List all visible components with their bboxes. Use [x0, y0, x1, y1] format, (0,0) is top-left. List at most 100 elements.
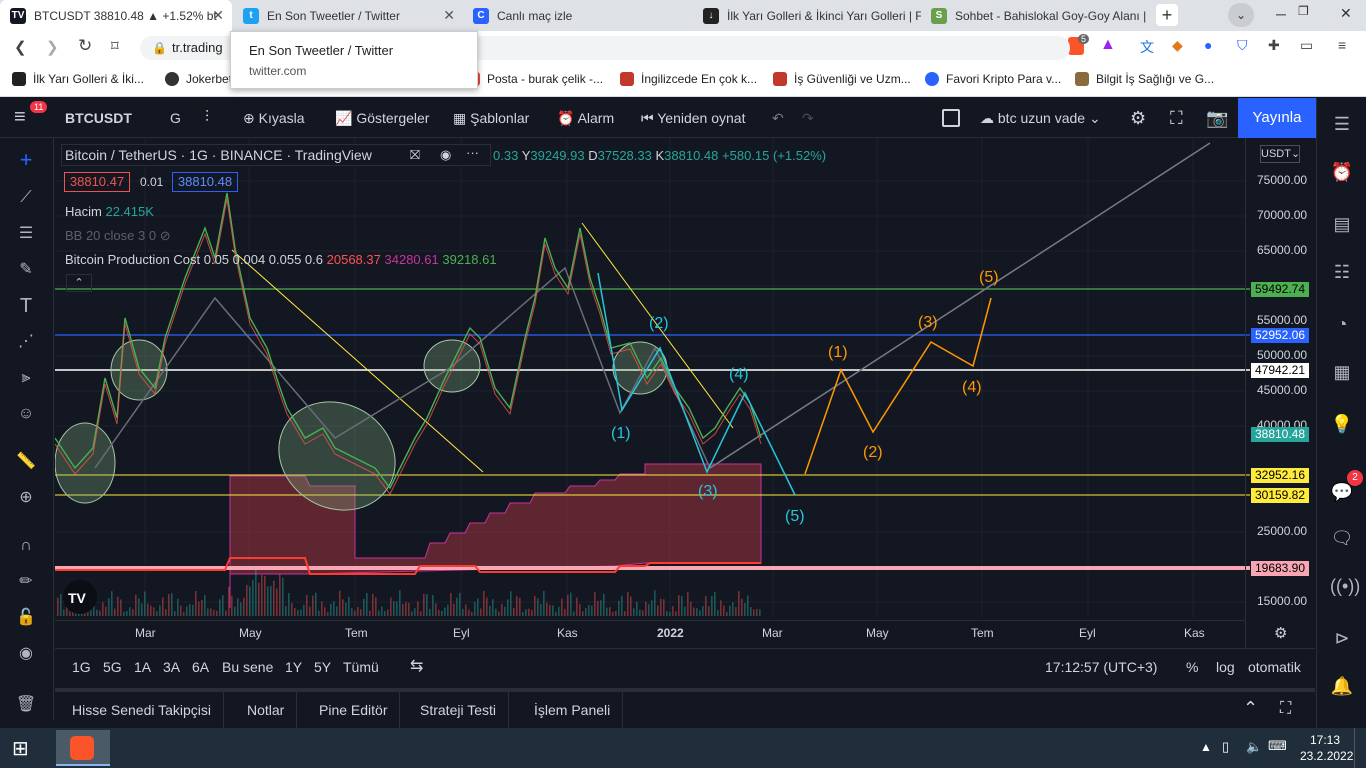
range-1y[interactable]: 1Y — [285, 659, 303, 675]
reload-icon[interactable]: ↻ — [78, 36, 93, 55]
close-icon[interactable]: ✕ — [212, 7, 224, 23]
collapse-legend-button[interactable]: ⌃ — [66, 274, 92, 292]
tab-pine-editor[interactable]: Pine Editör — [307, 692, 401, 728]
axis-settings-gear-icon[interactable]: ⚙ — [1274, 625, 1288, 642]
translate-icon[interactable]: 文 — [1140, 39, 1154, 55]
tab-canli-mac[interactable]: C Canlı maç izle — [463, 0, 693, 31]
bookmark-item[interactable]: Favori Kripto Para v... — [925, 72, 1061, 86]
tab-ilk-yari[interactable]: ↓ İlk Yarı Golleri & İkinci Yarı Golleri… — [693, 0, 921, 31]
wallet-icon[interactable]: ▭ — [1300, 37, 1314, 53]
broadcast-icon[interactable]: ⊳ — [1334, 628, 1350, 648]
zoom-icon[interactable]: ⊕ — [19, 489, 33, 506]
replay-button[interactable]: ⏮ Yeniden oynat — [641, 98, 745, 138]
private-chat-icon[interactable]: 🗨 — [1330, 528, 1354, 548]
show-desktop-button[interactable] — [1354, 728, 1366, 768]
alerts-clock-icon[interactable]: ⏰ — [1330, 162, 1354, 182]
tab-tradingview[interactable]: TV BTCUSDT 38810.48 ▲ +1.52% bt ✕ — [0, 0, 232, 31]
camera-icon[interactable]: 📷 — [1206, 108, 1229, 128]
tab-search-button[interactable]: ⌄ — [1228, 3, 1254, 27]
log-scale-toggle[interactable]: log — [1216, 659, 1235, 675]
bookmark-item[interactable]: Posta - burak çelik -... — [466, 72, 603, 86]
orange-projection-path[interactable] — [804, 297, 992, 475]
brush-icon[interactable]: ✎ — [19, 261, 33, 278]
currency-select[interactable]: USDT⌄ — [1260, 145, 1300, 163]
undo-icon[interactable]: ↶ — [772, 110, 784, 126]
maximize-panel-icon[interactable]: ⛶ — [1280, 700, 1292, 717]
bb-legend[interactable]: BB 20 close 3 0 ⊘ — [65, 228, 171, 244]
price-axis[interactable]: USDT⌄ 75000.00 70000.00 65000.00 55000.0… — [1245, 138, 1315, 648]
trash-icon[interactable]: 🗑 — [15, 696, 37, 713]
menu-icon[interactable]: ≡ — [14, 106, 26, 128]
object-tree-icon[interactable]: ☷ — [1333, 262, 1351, 282]
trend-line[interactable] — [231, 249, 484, 473]
settings-icon[interactable]: ⛝ — [410, 147, 420, 162]
layout-name-button[interactable]: ☁ btc uzun vade ⌄ — [980, 98, 1101, 138]
fib-icon[interactable]: ☰ — [18, 225, 34, 242]
bookmark-icon[interactable]: ⌑ — [111, 38, 119, 55]
close-window-button[interactable]: ✕ — [1340, 5, 1352, 21]
range-6m[interactable]: 6A — [192, 659, 210, 675]
extensions-puzzle-icon[interactable]: ✚ — [1268, 37, 1280, 53]
alarm-button[interactable]: ⏰ Alarm — [557, 98, 614, 138]
maximize-button[interactable]: ❐ — [1298, 4, 1309, 18]
tray-chevron-up-icon[interactable]: ▲ — [1200, 740, 1212, 754]
metamask-icon[interactable]: ◆ — [1172, 37, 1183, 53]
tab-trading-panel[interactable]: İşlem Paneli — [522, 692, 624, 728]
emoji-icon[interactable]: ☺ — [17, 405, 35, 422]
indicators-button[interactable]: 📈 Göstergeler — [335, 98, 429, 138]
calendar-icon[interactable]: ▦ — [1333, 362, 1351, 382]
more-icon[interactable]: ··· — [466, 145, 479, 160]
time-axis[interactable]: Mar May Tem Eyl Kas 2022 Mar May Tem Eyl… — [55, 620, 1287, 646]
minimize-button[interactable]: ─ — [1276, 6, 1286, 22]
streams-icon[interactable]: ((•)) — [1330, 576, 1361, 596]
tab-sohbet[interactable]: S Sohbet - Bahislokal Goy-Goy Alanı | — [921, 0, 1149, 31]
clock-timezone[interactable]: 17:12:57 (UTC+3) — [1045, 659, 1158, 675]
crosshair-icon[interactable]: + — [19, 147, 33, 172]
tab-strategy-tester[interactable]: Strateji Testi — [408, 692, 509, 728]
tray-device-icon[interactable]: ▯ — [1222, 739, 1230, 754]
chevron-up-icon[interactable]: ⌃ — [1243, 698, 1259, 718]
redo-icon[interactable]: ↷ — [802, 110, 814, 126]
fullscreen-icon[interactable]: ⛶ — [1170, 108, 1183, 128]
layout-icon[interactable] — [942, 109, 960, 127]
prediction-icon[interactable]: ⫸ — [21, 369, 31, 386]
range-1m[interactable]: 1A — [134, 659, 152, 675]
bookmark-item[interactable]: Jokerbet — [165, 72, 232, 86]
language-icon[interactable]: ⌨ — [1268, 738, 1287, 753]
bookmark-item[interactable]: İş Güvenliği ve Uzm... — [773, 72, 911, 86]
range-1d[interactable]: 1G — [72, 659, 91, 675]
magnet-icon[interactable]: ∩ — [20, 537, 32, 554]
candle-style-icon[interactable]: ⫶ — [205, 109, 210, 126]
sell-price-button[interactable]: 38810.47 — [64, 172, 130, 192]
zigzag-drawing[interactable] — [94, 266, 711, 469]
watchlist-icon[interactable]: ☰ — [1333, 114, 1351, 134]
forward-icon[interactable]: ❯ — [46, 39, 59, 56]
lock-icon[interactable]: 🔓 — [16, 609, 36, 626]
ruler-icon[interactable]: 📏 — [16, 453, 36, 470]
compare-button[interactable]: ⊕ Kıyasla — [243, 98, 305, 138]
volume-icon[interactable]: 🔈 — [1246, 739, 1263, 754]
symbol-legend[interactable]: Bitcoin / TetherUS · 1G · BINANCE · Trad… — [61, 144, 491, 166]
lock-drawing-icon[interactable]: ✏ — [19, 573, 33, 590]
trend-line[interactable] — [581, 222, 734, 429]
back-icon[interactable]: ❮ — [14, 39, 27, 56]
tab-twitter[interactable]: t En Son Tweetler / Twitter ✕ — [233, 0, 463, 31]
menu-icon[interactable]: ≡ — [1338, 37, 1347, 53]
range-5y[interactable]: 5Y — [314, 659, 332, 675]
close-icon[interactable]: ✕ — [443, 7, 455, 23]
taskbar-brave-app[interactable] — [56, 730, 110, 766]
text-icon[interactable]: T — [19, 295, 33, 317]
templates-button[interactable]: ▦ Şablonlar — [453, 98, 529, 138]
hotlists-icon[interactable]: ◔ — [1336, 314, 1348, 334]
eye-icon[interactable]: ◉ — [19, 645, 33, 662]
chat-icon[interactable]: 💬 — [1330, 482, 1354, 502]
shield-icon[interactable]: ⛉ — [1237, 37, 1248, 53]
interval-button[interactable]: G — [170, 110, 181, 126]
range-ytd[interactable]: Bu sene — [222, 659, 274, 675]
extension-icon[interactable]: ● — [1204, 37, 1213, 53]
cost-legend[interactable]: Bitcoin Production Cost 0.05 0.004 0.055… — [65, 252, 497, 267]
trend-line[interactable] — [709, 142, 1211, 469]
auto-scale-toggle[interactable]: otomatik — [1248, 659, 1301, 675]
price-chart[interactable]: (1) (2) (3) (4) (5) (1) (2) (3) (4) (5) … — [55, 138, 1315, 648]
hidden-eye-icon[interactable]: ⊘ — [159, 228, 171, 243]
